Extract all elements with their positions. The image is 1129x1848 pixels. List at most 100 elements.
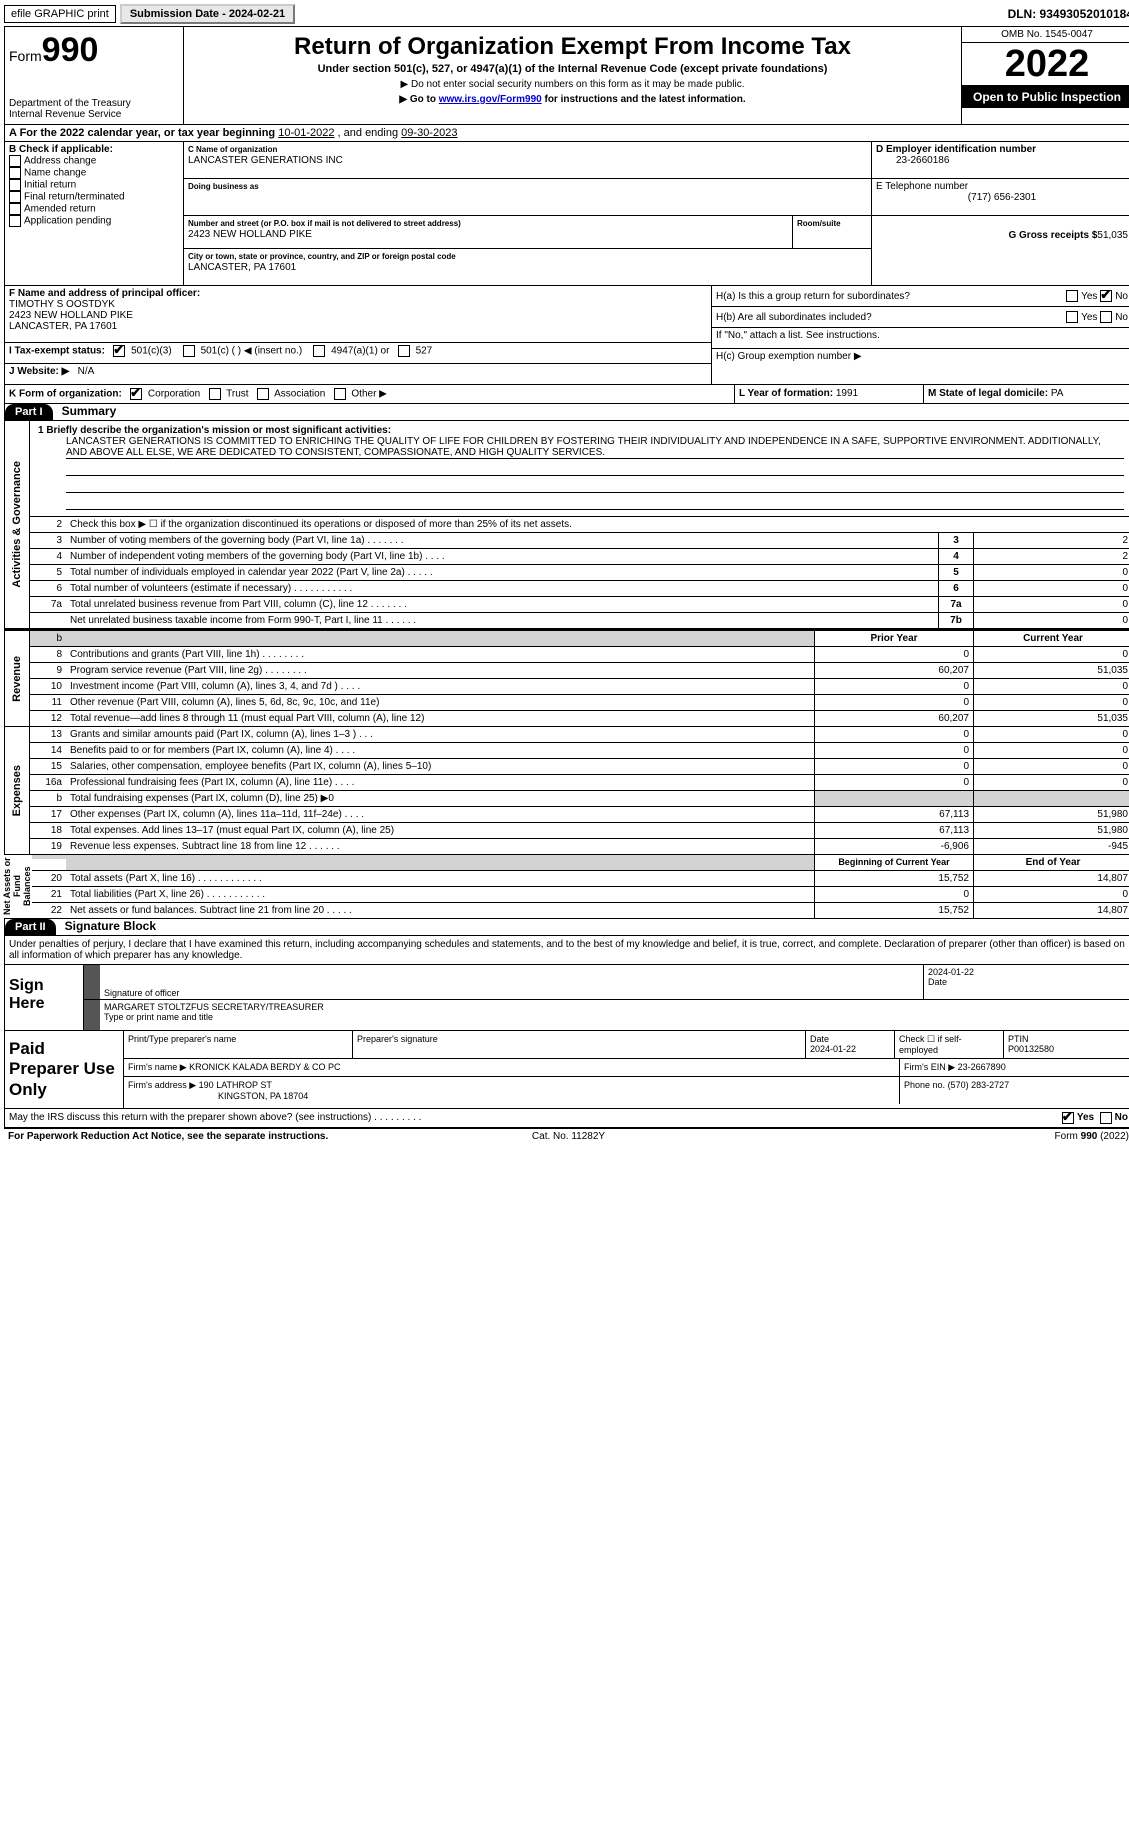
street-value: 2423 NEW HOLLAND PIKE xyxy=(188,229,312,240)
chk-ha-no[interactable] xyxy=(1100,290,1112,302)
two-col-line: 16a Professional fundraising fees (Part … xyxy=(30,775,1129,791)
two-col-line: 19 Revenue less expenses. Subtract line … xyxy=(30,839,1129,854)
chk-final-label: Final return/terminated xyxy=(24,192,125,203)
chk-trust[interactable] xyxy=(209,388,221,400)
rev-block: Revenue b Prior Year Current Year 8 Cont… xyxy=(5,629,1129,727)
chk-501c[interactable] xyxy=(183,345,195,357)
two-col-line: 22 Net assets or fund balances. Subtract… xyxy=(30,903,1129,918)
dba-label: Doing business as xyxy=(188,182,259,191)
tax-year-line: A For the 2022 calendar year, or tax yea… xyxy=(5,125,1129,142)
line-num: 14 xyxy=(30,743,66,758)
line-num: 9 xyxy=(30,663,66,678)
form-prefix: Form xyxy=(9,48,42,64)
chk-amended-label: Amended return xyxy=(24,204,96,215)
line-num: 6 xyxy=(30,581,66,596)
net-side: Net Assets or Fund Balances xyxy=(5,855,30,918)
irs-link[interactable]: www.irs.gov/Form990 xyxy=(439,94,542,105)
sig-date-label: Date xyxy=(928,977,947,987)
room-label: Room/suite xyxy=(797,219,841,228)
sig-name: MARGARET STOLTZFUS SECRETARY/TREASURER xyxy=(104,1002,324,1012)
tax-year: 2022 xyxy=(962,43,1129,85)
line2: 2 Check this box ▶ ☐ if the organization… xyxy=(30,517,1129,533)
chk-527[interactable] xyxy=(398,345,410,357)
hb-note: If "No," attach a list. See instructions… xyxy=(712,328,1129,349)
gov-line: 7a Total unrelated business revenue from… xyxy=(30,597,1129,613)
line-text: Program service revenue (Part VIII, line… xyxy=(66,663,814,678)
officer-street: 2423 NEW HOLLAND PIKE xyxy=(9,310,133,321)
line-prior: 0 xyxy=(814,695,973,710)
line-prior: 0 xyxy=(814,679,973,694)
chk-4947[interactable] xyxy=(313,345,325,357)
mission-block: 1 Briefly describe the organization's mi… xyxy=(30,421,1129,517)
submission-date-btn[interactable]: Submission Date - 2024-02-21 xyxy=(120,4,295,24)
chk-corp[interactable] xyxy=(130,388,142,400)
section-hb: H(b) Are all subordinates included? Yes … xyxy=(712,307,1129,328)
dln-label: DLN: 93493052010184 xyxy=(1008,7,1129,21)
opt-4947: 4947(a)(1) or xyxy=(331,346,389,357)
sig-date-cell: 2024-01-22 Date xyxy=(924,965,1129,999)
line-text: Investment income (Part VIII, column (A)… xyxy=(66,679,814,694)
chk-hb-no[interactable] xyxy=(1100,311,1112,323)
chk-address[interactable] xyxy=(9,155,21,167)
ptin-label: PTIN xyxy=(1008,1034,1029,1044)
line-text: Revenue less expenses. Subtract line 18 … xyxy=(66,839,814,854)
penalty-text: Under penalties of perjury, I declare th… xyxy=(5,936,1129,965)
sign-here-label: Sign Here xyxy=(5,965,84,1030)
line-text: Benefits paid to or for members (Part IX… xyxy=(66,743,814,758)
col-begin: Beginning of Current Year xyxy=(814,855,973,870)
chk-pending[interactable] xyxy=(9,215,21,227)
chk-assoc[interactable] xyxy=(257,388,269,400)
chk-ha-yes[interactable] xyxy=(1066,290,1078,302)
chk-final[interactable] xyxy=(9,191,21,203)
line-num: 3 xyxy=(30,533,66,548)
line-text: Total revenue—add lines 8 through 11 (mu… xyxy=(66,711,814,726)
line-text: Number of voting members of the governin… xyxy=(66,533,938,548)
part1-header: Part I Summary xyxy=(5,404,1129,421)
chk-address-label: Address change xyxy=(24,156,96,167)
dept-treasury: Department of the Treasury xyxy=(9,98,179,109)
chk-discuss-no[interactable] xyxy=(1100,1112,1112,1124)
prep-date-label: Date xyxy=(810,1034,829,1044)
chk-initial[interactable] xyxy=(9,179,21,191)
two-col-line: 10 Investment income (Part VIII, column … xyxy=(30,679,1129,695)
page-footer: For Paperwork Reduction Act Notice, see … xyxy=(4,1129,1129,1144)
sig-name-label: Type or print name and title xyxy=(104,1012,213,1022)
city-value: LANCASTER, PA 17601 xyxy=(188,262,296,273)
part2-header: Part II Signature Block xyxy=(5,919,1129,936)
chk-name[interactable] xyxy=(9,167,21,179)
line-text: Professional fundraising fees (Part IX, … xyxy=(66,775,814,790)
firm-addr-cell: Firm's address ▶ 190 LATHROP ST KINGSTON… xyxy=(124,1077,900,1104)
col-end: End of Year xyxy=(973,855,1129,870)
line-prior: -6,906 xyxy=(814,839,973,854)
part2-bar: Part II xyxy=(5,919,56,935)
chk-hb-yes[interactable] xyxy=(1066,311,1078,323)
line-num: 15 xyxy=(30,759,66,774)
net-hdr-num xyxy=(30,855,66,859)
rev-hdr-num: b xyxy=(30,631,66,646)
line-num: 19 xyxy=(30,839,66,854)
gov-line: Net unrelated business taxable income fr… xyxy=(30,613,1129,628)
city-label: City or town, state or province, country… xyxy=(188,252,456,261)
sign-row2: MARGARET STOLTZFUS SECRETARY/TREASURER T… xyxy=(84,1000,1129,1030)
chk-amended[interactable] xyxy=(9,203,21,215)
chk-discuss-yes[interactable] xyxy=(1062,1112,1074,1124)
header-mid: Return of Organization Exempt From Incom… xyxy=(184,27,961,124)
hb-label: H(b) Are all subordinates included? xyxy=(716,312,1066,323)
footer-left: For Paperwork Reduction Act Notice, see … xyxy=(8,1131,328,1142)
gov-line: 3 Number of voting members of the govern… xyxy=(30,533,1129,549)
form-number: Form990 xyxy=(9,31,179,70)
line-prior: 0 xyxy=(814,647,973,662)
line-current: 0 xyxy=(973,743,1129,758)
sign-row1: Signature of officer 2024-01-22 Date xyxy=(84,965,1129,1000)
line-prior xyxy=(814,791,973,806)
goto-note: ▶ Go to www.irs.gov/Form990 for instruct… xyxy=(192,94,953,105)
taxyear-mid: , and ending xyxy=(338,127,402,139)
line-text: Other revenue (Part VIII, column (A), li… xyxy=(66,695,814,710)
net-body: Beginning of Current Year End of Year 20… xyxy=(30,855,1129,918)
chk-other[interactable] xyxy=(334,388,346,400)
line-current: 0 xyxy=(973,887,1129,902)
line-val: 2 xyxy=(973,549,1129,564)
line-val: 0 xyxy=(973,613,1129,628)
chk-501c3[interactable] xyxy=(113,345,125,357)
line-num: 5 xyxy=(30,565,66,580)
